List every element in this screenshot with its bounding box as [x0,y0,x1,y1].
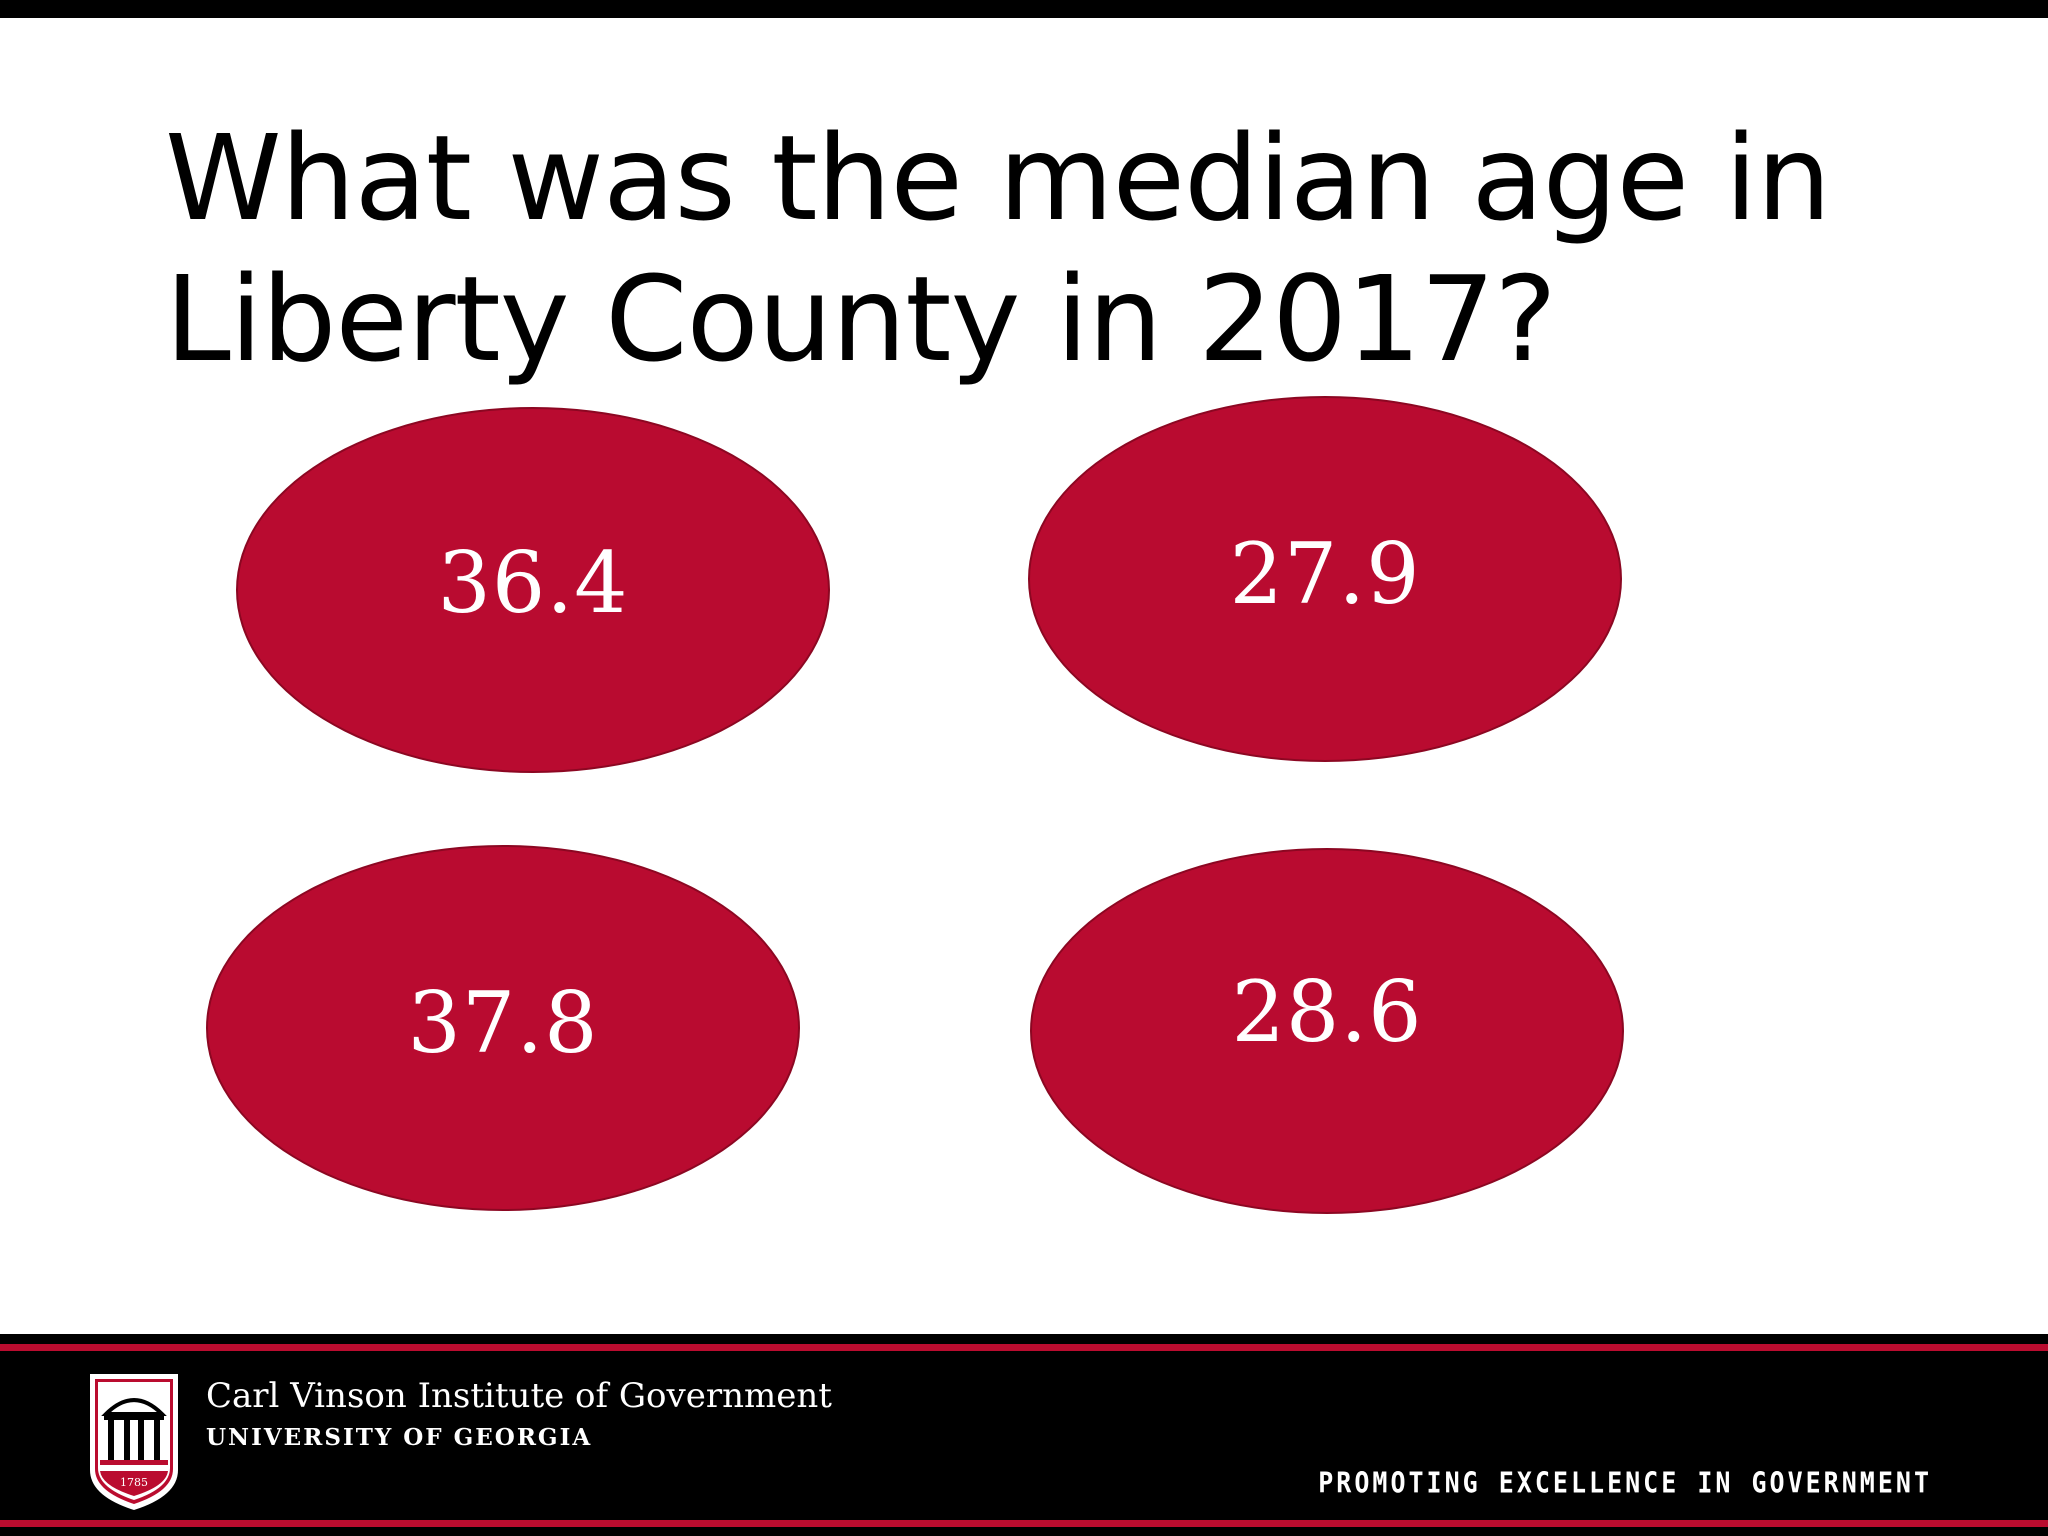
footer-stripe-bottom [0,1520,2048,1527]
answer-option-2[interactable]: 27.9 [1028,396,1622,762]
org-subtitle: UNIVERSITY OF GEORGIA [206,1424,593,1451]
footer-stripe-top [0,1344,2048,1351]
top-bar [0,0,2048,18]
answer-option-4[interactable]: 28.6 [1030,848,1624,1214]
answer-option-1[interactable]: 36.4 [236,407,830,773]
slide-title-line-1: What was the median age in [165,109,1831,247]
slide-title: What was the median age in Liberty Count… [165,108,1865,390]
answer-option-label: 27.9 [1229,525,1421,623]
tagline: PROMOTING EXCELLENCE IN GOVERNMENT [1318,1466,1932,1500]
answer-option-label: 37.8 [407,974,599,1072]
answer-option-3[interactable]: 37.8 [206,845,800,1211]
logo-year: 1785 [120,1476,148,1489]
uga-arch-shield-icon: 1785 [90,1374,178,1510]
footer: 1785 Carl Vinson Institute of Government… [0,1334,2048,1536]
slide-title-line-2: Liberty County in 2017? [165,250,1557,388]
answer-option-label: 28.6 [1231,963,1423,1061]
org-name: Carl Vinson Institute of Government [206,1376,832,1416]
answer-option-label: 36.4 [437,534,629,632]
